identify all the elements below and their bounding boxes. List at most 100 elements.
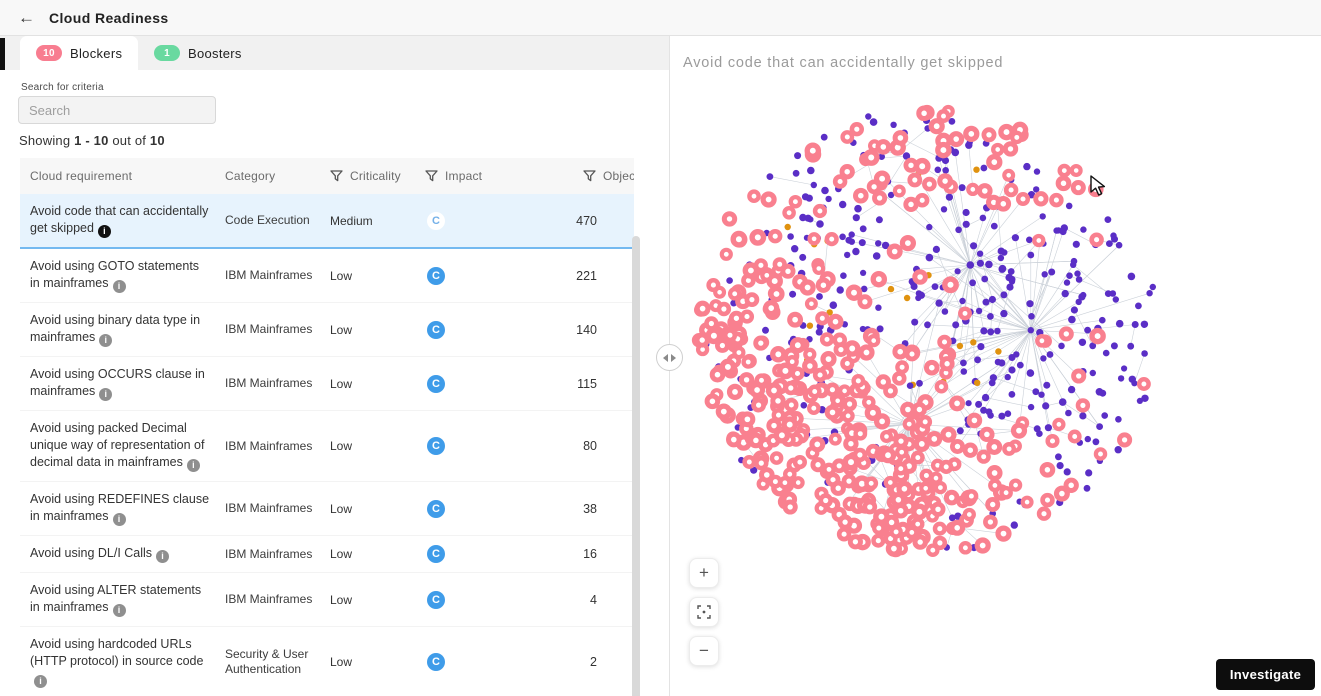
requirement-text: Avoid using binary data type in mainfram… (30, 313, 201, 344)
panel-resize-handle[interactable] (656, 344, 683, 371)
objects-cell: 16 (583, 547, 597, 561)
impact-badge[interactable]: C (427, 266, 445, 285)
graph-blocker-nodes (691, 104, 1151, 558)
objects-cell: 38 (583, 501, 597, 516)
column-header-objects[interactable]: Objects (505, 169, 634, 183)
objects-cell: 4 (590, 592, 597, 607)
tab-boosters[interactable]: 1 Boosters (138, 36, 258, 70)
column-label: Cloud requirement (30, 169, 133, 183)
info-icon[interactable]: i (112, 604, 126, 617)
category-cell: IBM Mainframes (225, 438, 313, 453)
impact-badge[interactable]: C (427, 545, 445, 563)
impact-badge[interactable]: C (427, 211, 445, 230)
category-cell: Security & User Authentication (225, 647, 309, 676)
impact-cell: C (425, 437, 505, 455)
zoom-out-button[interactable]: − (689, 636, 719, 666)
table-row[interactable]: Avoid using binary data type in mainfram… (20, 303, 634, 357)
impact-cell: C (425, 653, 505, 671)
impact-badge[interactable]: C (427, 374, 445, 393)
column-label: Impact (445, 169, 483, 183)
info-icon[interactable]: i (97, 225, 111, 238)
objects-cell: 221 (576, 268, 597, 283)
investigate-button[interactable]: Investigate (1216, 659, 1315, 690)
category-cell: IBM Mainframes (225, 501, 313, 515)
criticality-cell: Low (330, 655, 353, 669)
info-icon[interactable]: i (99, 388, 113, 401)
requirement-text: Avoid using DL/I Calls (30, 546, 153, 560)
column-header-criticality[interactable]: Criticality (330, 169, 425, 183)
requirement-cell: Avoid using hardcoded URLs (HTTP protoco… (20, 627, 225, 696)
column-header-category[interactable]: Category (225, 169, 330, 183)
objects-cell: 140 (576, 322, 597, 337)
search-label: Search for criteria (21, 82, 104, 93)
requirement-text: Avoid code that can accidentally get ski… (30, 204, 209, 235)
filter-funnel-icon[interactable] (583, 170, 596, 182)
table-row[interactable]: Avoid using ALTER statements in mainfram… (20, 573, 634, 627)
category-cell: Code Execution (225, 213, 310, 227)
left-edge-strip (0, 38, 5, 70)
requirement-text: Avoid using OCCURS clause in mainframes (30, 367, 205, 398)
table-body: Avoid code that can accidentally get ski… (20, 194, 634, 696)
column-label: Criticality (350, 169, 401, 183)
fit-to-view-icon (697, 605, 711, 619)
requirement-cell: Avoid using DL/I Calls i (20, 536, 225, 572)
impact-cell: C (425, 211, 505, 230)
top-bar: ← Cloud Readiness (0, 0, 1321, 36)
tab-blockers[interactable]: 10 Blockers (20, 36, 139, 70)
criticality-cell: Low (330, 439, 353, 453)
impact-badge[interactable]: C (427, 653, 445, 671)
objects-cell: 80 (583, 439, 597, 453)
requirements-table: Cloud requirement Category Criticality Impa… (20, 158, 634, 696)
table-row[interactable]: Avoid using hardcoded URLs (HTTP protoco… (20, 627, 634, 696)
info-icon[interactable]: i (186, 459, 200, 472)
filter-funnel-icon[interactable] (330, 170, 343, 182)
tab-bar: 10 Blockers 1 Boosters (0, 36, 670, 70)
table-row[interactable]: Avoid using packed Decimal unique way of… (20, 411, 634, 482)
blockers-count-badge: 10 (36, 45, 62, 61)
left-panel: 10 Blockers 1 Boosters Search for criter… (0, 36, 670, 696)
requirement-text: Avoid using packed Decimal unique way of… (30, 421, 205, 469)
page-title: Cloud Readiness (49, 9, 169, 26)
category-cell: IBM Mainframes (225, 376, 313, 390)
vertical-scrollbar[interactable] (632, 236, 640, 696)
search-input[interactable] (18, 96, 216, 124)
requirement-cell: Avoid using REDEFINES clause in mainfram… (20, 482, 225, 535)
impact-cell: C (425, 499, 505, 518)
requirement-text: Avoid using hardcoded URLs (HTTP protoco… (30, 637, 204, 668)
requirement-cell: Avoid using binary data type in mainfram… (20, 303, 225, 356)
objects-cell: 470 (576, 213, 597, 228)
requirement-cell: Avoid using OCCURS clause in mainframes i (20, 357, 225, 410)
column-header-cloud-requirement[interactable]: Cloud requirement (20, 169, 225, 183)
requirement-cell: Avoid using ALTER statements in mainfram… (20, 573, 225, 626)
table-row[interactable]: Avoid using OCCURS clause in mainframes i… (20, 357, 634, 411)
column-label: Objects (603, 169, 634, 183)
objects-cell: 2 (590, 655, 597, 669)
table-row[interactable]: Avoid using GOTO statements in mainframe… (20, 249, 634, 303)
table-header: Cloud requirement Category Criticality Impa… (20, 158, 634, 194)
table-row[interactable]: Avoid code that can accidentally get ski… (20, 194, 634, 249)
info-icon[interactable]: i (112, 280, 126, 293)
filter-funnel-icon[interactable] (425, 170, 438, 182)
criticality-cell: Low (330, 268, 353, 283)
column-header-impact[interactable]: Impact (425, 169, 505, 183)
info-icon[interactable]: i (34, 675, 47, 688)
impact-cell: C (425, 590, 505, 609)
info-icon[interactable]: i (99, 334, 113, 347)
back-arrow-icon[interactable]: ← (18, 8, 35, 27)
info-icon[interactable]: i (112, 513, 126, 526)
column-label: Category (225, 169, 276, 183)
impact-badge[interactable]: C (427, 499, 445, 518)
criticality-cell: Low (330, 592, 353, 607)
criticality-cell: Low (330, 322, 353, 337)
table-row[interactable]: Avoid using REDEFINES clause in mainfram… (20, 482, 634, 536)
impact-badge[interactable]: C (427, 320, 445, 339)
results-summary: Showing 1 - 10 out of 10 (19, 133, 165, 148)
impact-badge[interactable]: C (427, 437, 445, 455)
impact-badge[interactable]: C (427, 590, 445, 609)
category-cell: IBM Mainframes (225, 592, 313, 606)
fit-to-view-button[interactable] (689, 597, 719, 627)
info-icon[interactable]: i (156, 550, 170, 563)
network-graph[interactable] (675, 85, 1195, 590)
zoom-in-button[interactable]: + (689, 558, 719, 588)
table-row[interactable]: Avoid using DL/I Calls i IBM Mainframes Low… (20, 536, 634, 573)
